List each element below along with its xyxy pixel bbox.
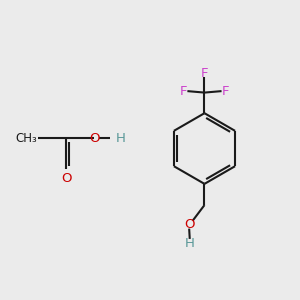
Text: F: F (180, 85, 188, 98)
Text: F: F (221, 85, 229, 98)
Text: O: O (184, 218, 195, 231)
Text: H: H (185, 237, 195, 250)
Text: O: O (89, 132, 99, 145)
Text: CH₃: CH₃ (15, 132, 37, 145)
Text: H: H (116, 132, 126, 145)
Text: F: F (201, 67, 208, 80)
Text: O: O (61, 172, 71, 185)
